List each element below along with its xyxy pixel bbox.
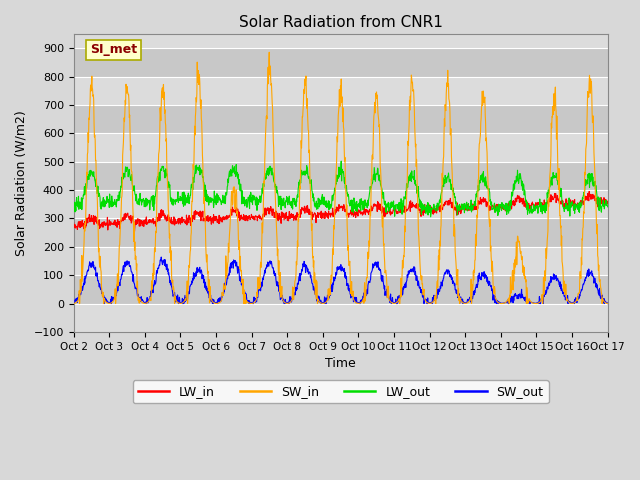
Text: SI_met: SI_met bbox=[90, 43, 137, 56]
Bar bbox=[74, 218, 608, 247]
Bar bbox=[74, 247, 608, 275]
X-axis label: Time: Time bbox=[325, 357, 356, 370]
Legend: LW_in, SW_in, LW_out, SW_out: LW_in, SW_in, LW_out, SW_out bbox=[132, 380, 548, 403]
Bar bbox=[74, 190, 608, 218]
Bar bbox=[74, 303, 608, 332]
Y-axis label: Solar Radiation (W/m2): Solar Radiation (W/m2) bbox=[15, 110, 28, 256]
Bar bbox=[74, 76, 608, 105]
Bar bbox=[74, 48, 608, 76]
Bar bbox=[74, 105, 608, 133]
Title: Solar Radiation from CNR1: Solar Radiation from CNR1 bbox=[239, 15, 443, 30]
Bar bbox=[74, 162, 608, 190]
Bar bbox=[74, 133, 608, 162]
Bar bbox=[74, 275, 608, 303]
